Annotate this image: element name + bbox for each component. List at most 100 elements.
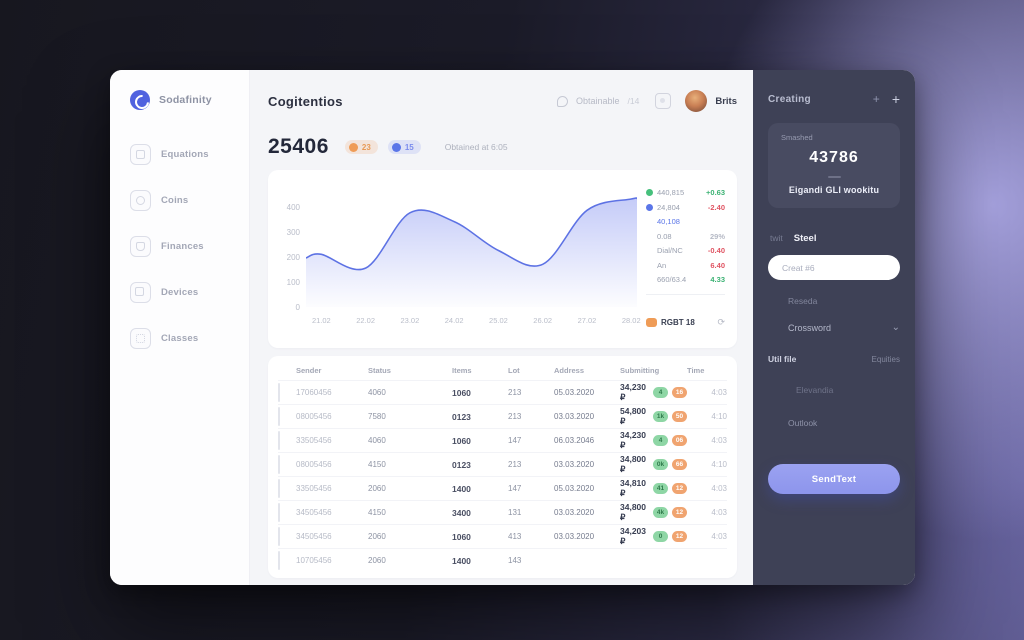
green-badge: 0k xyxy=(653,459,668,470)
brand-name: Sodafinity xyxy=(159,94,212,106)
cell-status: 2060 xyxy=(368,532,386,541)
legend-item[interactable]: 440,815 +0.63 xyxy=(646,188,725,197)
sidebar-item[interactable]: Finances xyxy=(130,236,249,257)
cell-time: 4:03 xyxy=(711,532,727,541)
avatar[interactable] xyxy=(685,90,708,112)
row-checkbox[interactable] xyxy=(278,526,280,546)
cell-status: 4060 xyxy=(368,436,386,445)
table-row[interactable]: 34505456 4150 3400 131 03.03.2020 34,800… xyxy=(278,500,727,524)
row-checkbox[interactable] xyxy=(278,502,280,522)
panel-header: Creating + + xyxy=(768,92,900,106)
legend-label: An xyxy=(657,260,667,270)
orange-badge: 12 xyxy=(672,483,687,494)
legend-label: 660/63.4 xyxy=(657,275,687,284)
submit-button[interactable]: SendText xyxy=(768,464,900,494)
panel-field-label-2: Elevandia xyxy=(796,385,834,395)
legend-footer-label: RGBT 18 xyxy=(661,318,695,327)
cell-address: 03.03.2020 xyxy=(554,508,595,517)
search-input[interactable]: Obtainable xyxy=(575,96,620,106)
summary-card-divider xyxy=(827,176,841,178)
table-row[interactable]: 08005456 7580 0123 213 03.03.2020 54,800… xyxy=(278,404,727,428)
legend-item[interactable]: Dial/NC -0.40 xyxy=(646,246,725,255)
brand[interactable]: Sodafinity xyxy=(130,90,249,110)
table-row[interactable]: 33505456 2060 1400 147 05.03.2020 34,810… xyxy=(278,476,727,500)
table-header-cell[interactable]: Time xyxy=(687,365,705,375)
table-header-cell[interactable]: Sender xyxy=(296,365,322,375)
table-row[interactable]: 10705456 2060 1400 143 xyxy=(278,548,727,572)
summary-card-label: Smashed xyxy=(781,133,813,142)
cell-time: 4:03 xyxy=(711,436,727,445)
table-header-cell[interactable]: Status xyxy=(368,365,391,375)
cell-items: 0123 xyxy=(452,459,471,470)
green-badge: 0 xyxy=(653,531,668,542)
table-header-cell[interactable]: Submitting xyxy=(620,365,660,375)
legend-item[interactable]: 0.08 29% xyxy=(646,232,725,241)
cell-submitting: 34,230 ₽ 4 06 xyxy=(620,430,687,451)
row-checkbox[interactable] xyxy=(278,382,280,402)
panel-info-right[interactable]: Equities xyxy=(871,355,900,364)
legend-label: 24,804 xyxy=(657,202,680,212)
y-tick-label: 0 xyxy=(295,303,300,312)
cell-items: 1060 xyxy=(452,531,471,542)
table-header-cell[interactable]: Address xyxy=(554,365,585,375)
add-icon-primary[interactable]: + xyxy=(891,91,900,107)
table-row[interactable]: 34505456 2060 1060 413 03.03.2020 34,203… xyxy=(278,524,727,548)
cell-amount: 34,203 ₽ xyxy=(620,526,646,546)
sidebar-item[interactable]: Devices xyxy=(130,282,249,303)
x-tick-label: 26.02 xyxy=(533,316,553,325)
panel-dropdown-label: Crossword xyxy=(788,323,832,333)
orange-dot-icon xyxy=(348,142,358,152)
panel-dropdown[interactable]: Crossword ⌄ xyxy=(768,323,900,334)
table-header-cell[interactable]: Lot xyxy=(508,365,520,375)
table-row[interactable]: 33505456 4060 1060 147 06.03.2046 34,230… xyxy=(278,428,727,452)
cell-id: 08005456 xyxy=(296,412,332,421)
add-icon[interactable]: + xyxy=(872,92,880,106)
legend-dot-icon xyxy=(646,247,653,254)
sidebar: Sodafinity Equations Coins Finances Devi… xyxy=(110,70,250,585)
cell-time: 4:10 xyxy=(711,460,727,469)
legend-value: 4.33 xyxy=(710,275,725,284)
row-checkbox[interactable] xyxy=(278,430,280,450)
y-tick-label: 100 xyxy=(286,277,300,287)
legend-item[interactable]: 40,108 xyxy=(646,217,725,226)
panel-input[interactable] xyxy=(768,255,900,280)
chart-plot-wrap: 21.02 22.02 23.02 24.02 25.02 26.02 27.02 28.02 xyxy=(306,194,641,338)
sidebar-item-icon xyxy=(130,144,151,165)
sidebar-item-label: Classes xyxy=(161,333,199,344)
area-chart[interactable] xyxy=(306,194,637,307)
table-row[interactable]: 17060456 4060 1060 213 05.03.2020 34,230… xyxy=(278,380,727,404)
refresh-icon[interactable]: ⟳ xyxy=(717,317,725,327)
legend-item[interactable]: An 6.40 xyxy=(646,261,725,270)
chart-line xyxy=(306,197,637,271)
legend-label: 0.08 xyxy=(657,231,672,241)
main-header: Cogitentios Obtainable /14 Brits xyxy=(268,78,737,124)
legend-dot-icon xyxy=(646,218,653,225)
search-icon[interactable] xyxy=(556,95,568,107)
row-checkbox[interactable] xyxy=(278,550,280,570)
panel-tab[interactable]: Steel xyxy=(793,233,817,244)
row-checkbox[interactable] xyxy=(278,478,280,498)
user-name[interactable]: Brits xyxy=(715,95,737,107)
cell-items: 0123 xyxy=(452,411,471,422)
sidebar-item[interactable]: Coins xyxy=(130,190,249,211)
chart-card: 400 300 200 100 0 21.02 22.02 23.02 xyxy=(268,170,737,348)
row-checkbox[interactable] xyxy=(278,406,280,426)
panel-title: Creating xyxy=(768,93,811,105)
x-tick-label: 21.02 xyxy=(311,316,331,325)
sidebar-item[interactable]: Equations xyxy=(130,144,249,165)
green-badge: 4k xyxy=(653,507,668,518)
notifications-icon[interactable] xyxy=(655,93,672,109)
table-header-cell[interactable]: Items xyxy=(452,365,472,375)
panel-tabs: twit Steel xyxy=(768,233,900,244)
cell-address: 06.03.2046 xyxy=(554,436,595,445)
green-badge: 4 xyxy=(653,435,668,446)
y-tick-label: 300 xyxy=(286,227,300,237)
panel-tab[interactable]: twit xyxy=(770,233,783,243)
row-checkbox[interactable] xyxy=(278,454,280,474)
legend-item[interactable]: 660/63.4 4.33 xyxy=(646,275,725,284)
sidebar-item[interactable]: Classes xyxy=(130,328,249,349)
table-row[interactable]: 08005456 4150 0123 213 03.03.2020 34,800… xyxy=(278,452,727,476)
cell-lot: 413 xyxy=(508,532,522,541)
legend-item[interactable]: 24,804 -2.40 xyxy=(646,203,725,212)
total-count: 25406 xyxy=(268,135,329,158)
